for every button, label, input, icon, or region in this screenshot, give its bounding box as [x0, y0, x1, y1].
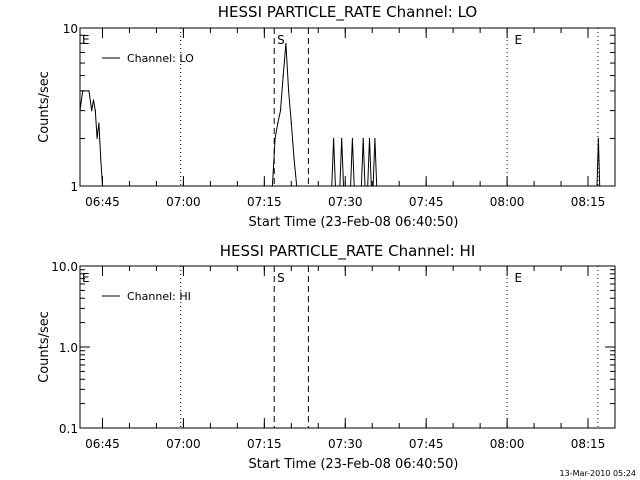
- plot-title: HESSI PARTICLE_RATE Channel: LO: [218, 3, 477, 22]
- data-point: [94, 110, 96, 112]
- x-axis-label: Start Time (23-Feb-08 06:40:50): [249, 457, 459, 472]
- legend-entry: Channel: LO: [127, 52, 194, 65]
- data-point: [293, 157, 295, 159]
- data-point: [350, 185, 352, 187]
- data-point: [271, 185, 274, 187]
- legend: Channel: LO: [102, 52, 194, 65]
- data-point: [288, 90, 290, 92]
- data-point: [367, 185, 369, 187]
- y-tick-label: 0.1: [59, 422, 78, 436]
- data-point: [374, 137, 376, 140]
- data-point: [96, 137, 98, 140]
- data-point: [334, 185, 336, 187]
- data-point: [599, 185, 601, 187]
- plot-panel-2: HESSI PARTICLE_RATE Channel: HI Start Tim…: [37, 242, 616, 472]
- data-point: [360, 185, 363, 187]
- data-point: [103, 185, 105, 187]
- y-axis-label: Counts/sec: [37, 311, 52, 383]
- y-tick-label: 1.0: [59, 341, 78, 355]
- data-point: [82, 90, 84, 92]
- data-point: [98, 122, 100, 124]
- data-point: [353, 185, 355, 187]
- event-marker-label: E: [82, 33, 90, 47]
- legend: Channel: HI: [102, 290, 191, 303]
- x-tick-label: 08:00: [490, 437, 525, 451]
- event-marker-label: S: [277, 33, 285, 47]
- data-point: [100, 157, 102, 159]
- event-marker-label: E: [514, 271, 522, 285]
- x-tick-label: 08:15: [571, 437, 606, 451]
- data-point: [282, 74, 284, 77]
- data-point: [290, 122, 292, 124]
- data-point: [351, 137, 354, 140]
- data-point: [92, 99, 95, 101]
- data-point: [376, 185, 378, 187]
- x-tick-label: 07:15: [247, 437, 282, 451]
- event-marker-label: E: [82, 271, 90, 285]
- data-point: [296, 185, 298, 187]
- data-point: [364, 185, 366, 187]
- data-point: [331, 185, 333, 187]
- data-point: [285, 42, 287, 44]
- data-point: [597, 137, 599, 140]
- data-point: [368, 137, 371, 140]
- data-point: [79, 110, 81, 112]
- plot-panel-1: HESSI PARTICLE_RATE Channel: LO Start Tim…: [37, 3, 616, 230]
- x-tick-label: 07:45: [409, 195, 444, 209]
- data-point: [101, 185, 104, 187]
- y-tick-label: 1: [70, 180, 78, 194]
- data-point: [91, 110, 93, 112]
- y-tick-label: 10: [63, 22, 78, 36]
- x-tick-label: 07:45: [409, 437, 444, 451]
- x-tick-label: 07:00: [166, 437, 201, 451]
- data-point: [372, 185, 374, 187]
- data-point: [277, 122, 279, 124]
- x-tick-label: 07:15: [247, 195, 282, 209]
- x-tick-label: 08:00: [490, 195, 525, 209]
- data-point: [88, 90, 90, 92]
- x-tick-label: 07:00: [166, 195, 201, 209]
- x-tick-label: 06:45: [85, 195, 120, 209]
- x-tick-label: 07:30: [328, 195, 363, 209]
- data-point: [596, 185, 598, 187]
- data-point: [342, 185, 345, 187]
- footer-stamp: 13-Mar-2010 05:24: [560, 469, 637, 478]
- plot-title: HESSI PARTICLE_RATE Channel: HI: [220, 242, 476, 261]
- y-tick-label: 10.0: [51, 260, 78, 274]
- data-point: [341, 137, 343, 140]
- event-marker-label: E: [514, 33, 522, 47]
- event-marker-label: S: [277, 271, 285, 285]
- data-point: [279, 110, 282, 112]
- data-point: [332, 137, 335, 140]
- x-axis-label: Start Time (23-Feb-08 06:40:50): [249, 215, 459, 230]
- x-tick-label: 06:45: [85, 437, 120, 451]
- data-point: [362, 137, 364, 140]
- legend-entry: Channel: HI: [127, 290, 191, 303]
- data-point: [339, 185, 341, 187]
- data-point: [298, 185, 300, 187]
- x-tick-label: 07:30: [328, 437, 363, 451]
- x-tick-label: 08:15: [571, 195, 606, 209]
- y-axis-label: Counts/sec: [37, 71, 52, 143]
- data-point: [370, 185, 372, 187]
- data-point: [274, 137, 276, 140]
